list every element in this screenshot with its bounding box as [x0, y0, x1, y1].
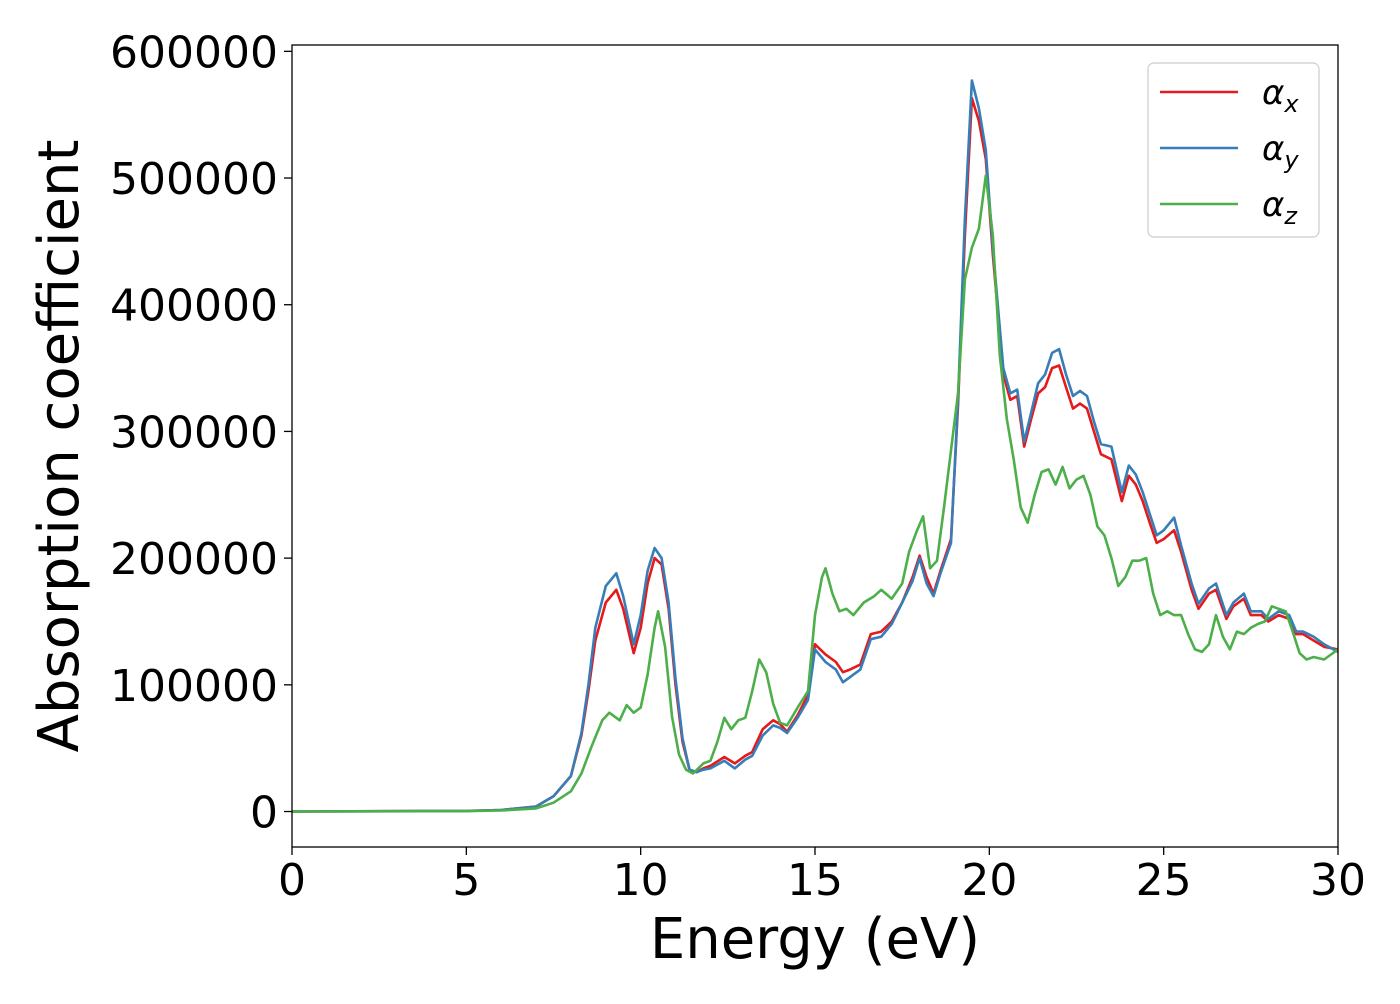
y-tick-label: 500000 [110, 154, 278, 205]
series-line-z [292, 174, 1338, 813]
y-tick-label: 400000 [110, 281, 278, 332]
y-tick-label: 100000 [110, 661, 278, 712]
x-axis: 0 5 10 15 20 25 30 [278, 847, 1366, 906]
x-axis-label: Energy (eV) [650, 907, 980, 972]
series-line-y [292, 79, 1338, 813]
legend-label-z: αz [1262, 185, 1298, 230]
x-tick-label: 20 [961, 855, 1017, 906]
x-tick-label: 25 [1136, 855, 1192, 906]
y-axis: 0 100000 200000 300000 400000 500000 600000 [110, 27, 292, 839]
y-axis-label: Absorption coefficient [27, 140, 92, 753]
y-tick-label: 600000 [110, 27, 278, 78]
y-tick-label: 200000 [110, 534, 278, 585]
x-tick-label: 5 [452, 855, 480, 906]
x-tick-label: 10 [613, 855, 669, 906]
legend-box [1147, 62, 1320, 238]
x-tick-label: 30 [1310, 855, 1366, 906]
y-tick-label: 0 [250, 788, 278, 839]
series-layer [292, 79, 1338, 813]
y-tick-label: 300000 [110, 407, 278, 458]
x-tick-label: 15 [787, 855, 843, 906]
x-tick-label: 0 [278, 855, 306, 906]
